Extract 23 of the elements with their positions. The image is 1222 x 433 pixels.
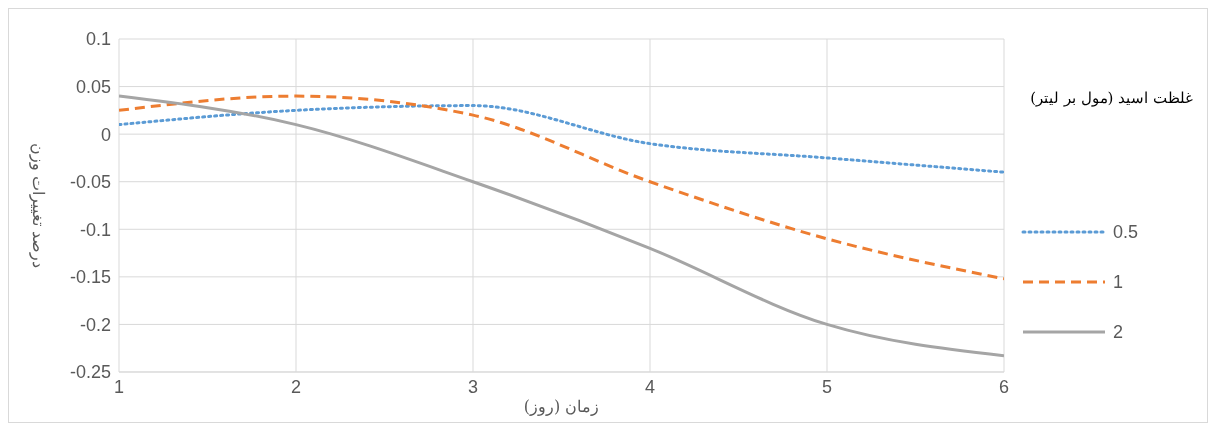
y-tick-label: 0.1 — [85, 29, 111, 50]
legend-label: 1 — [1113, 271, 1124, 293]
line-series — [119, 94, 1004, 358]
x-tick-label: 6 — [998, 376, 1010, 397]
y-tick-label: 0 — [100, 124, 111, 145]
legend-label: 2 — [1113, 321, 1124, 343]
y-axis-title: درصد تغییرات وزن — [29, 142, 49, 269]
legend-title: غلظت اسید (مول بر لیتر) — [1029, 89, 1194, 107]
x-tick-label: 1 — [113, 376, 125, 397]
y-tick-label: -0.15 — [69, 267, 111, 288]
y-tick-label: -0.25 — [69, 362, 111, 383]
y-tick-label: 0.05 — [75, 76, 111, 97]
x-tick-label: 4 — [644, 376, 656, 397]
x-axis-title: زمان (روز) — [523, 397, 600, 416]
x-tick-label: 3 — [467, 376, 479, 397]
legend-label: 0.5 — [1113, 221, 1139, 243]
y-tick-label: -0.1 — [79, 219, 111, 240]
y-tick-label: -0.05 — [69, 172, 111, 193]
line-series — [119, 94, 1004, 281]
line-series — [119, 104, 1004, 174]
x-tick-label: 2 — [290, 376, 302, 397]
x-tick-label: 5 — [821, 376, 833, 397]
y-tick-label: -0.2 — [79, 314, 111, 335]
